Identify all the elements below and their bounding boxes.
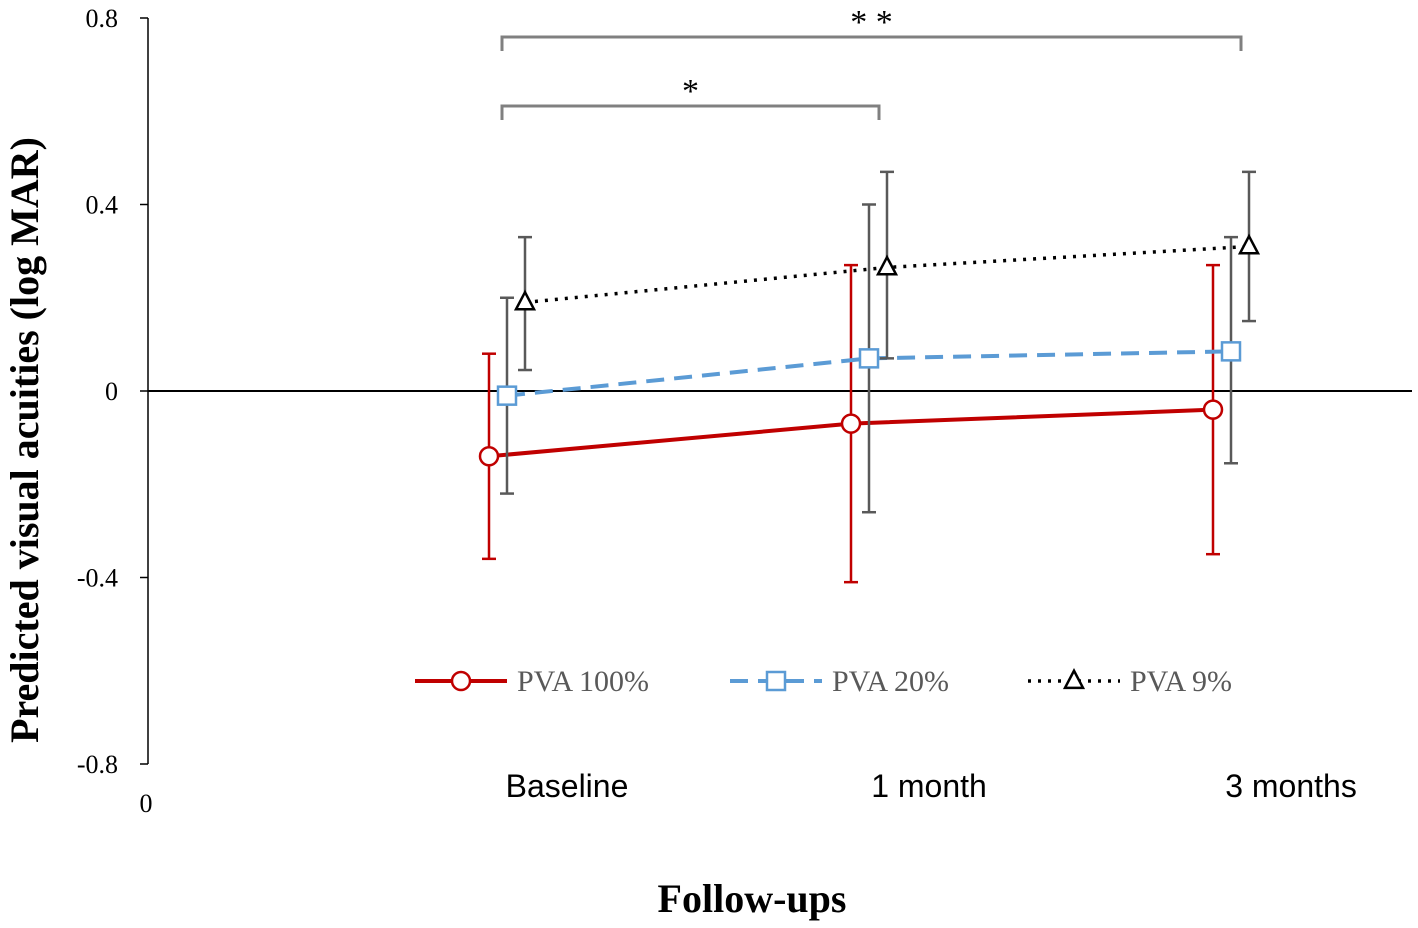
significance-bracket: * * — [500, 4, 1243, 51]
series-pva-20 — [496, 203, 1242, 514]
significance-brackets: * * * — [500, 4, 1243, 120]
data-point — [1237, 233, 1261, 255]
series-pva-100 — [478, 263, 1224, 584]
y-tick-label: 0.4 — [86, 191, 119, 220]
data-point — [875, 254, 899, 276]
legend-item: PVA 100% — [415, 665, 649, 698]
y-tick-label: -0.4 — [77, 564, 118, 593]
data-point — [840, 413, 862, 434]
data-point — [1202, 399, 1224, 420]
legend-item: PVA 9% — [1028, 665, 1232, 698]
legend-label: PVA 9% — [1130, 665, 1232, 698]
legend-marker — [765, 670, 787, 692]
axes: 0.8 0.4 0 -0.4 -0.8 Baseline 1 month 3 months — [77, 4, 1412, 804]
significance-label: * — [682, 73, 699, 110]
data-point — [478, 446, 500, 467]
series-line — [506, 349, 1232, 398]
x-origin-label: 0 — [140, 789, 153, 818]
legend-item: PVA 20% — [730, 665, 949, 698]
series-layer — [478, 170, 1261, 584]
x-tick-label: 3 months — [1225, 768, 1357, 804]
legend-marker — [1062, 668, 1086, 690]
y-tick-label: 0 — [105, 377, 118, 406]
data-point — [496, 385, 518, 406]
legend: PVA 100% PVA 20% PVA 9% — [415, 665, 1232, 698]
x-tick-label: Baseline — [506, 768, 629, 804]
x-axis-title: Follow-ups — [658, 876, 847, 921]
y-tick-label: 0.8 — [86, 4, 119, 33]
data-point — [1220, 341, 1242, 362]
legend-marker — [450, 670, 472, 692]
y-tick-label: -0.8 — [77, 750, 118, 779]
data-point — [858, 348, 880, 369]
x-tick-label: 1 month — [871, 768, 987, 804]
series-pva-9 — [513, 170, 1261, 372]
data-point — [513, 289, 537, 311]
significance-label: * * — [850, 4, 893, 41]
bracket-line — [500, 35, 1243, 51]
y-axis-title: Predicted visual acuities (log MAR) — [2, 137, 47, 743]
legend-label: PVA 20% — [832, 665, 949, 698]
series-line — [524, 244, 1250, 305]
legend-label: PVA 100% — [517, 665, 649, 698]
bracket-line — [500, 104, 881, 120]
significance-bracket: * — [500, 73, 881, 120]
